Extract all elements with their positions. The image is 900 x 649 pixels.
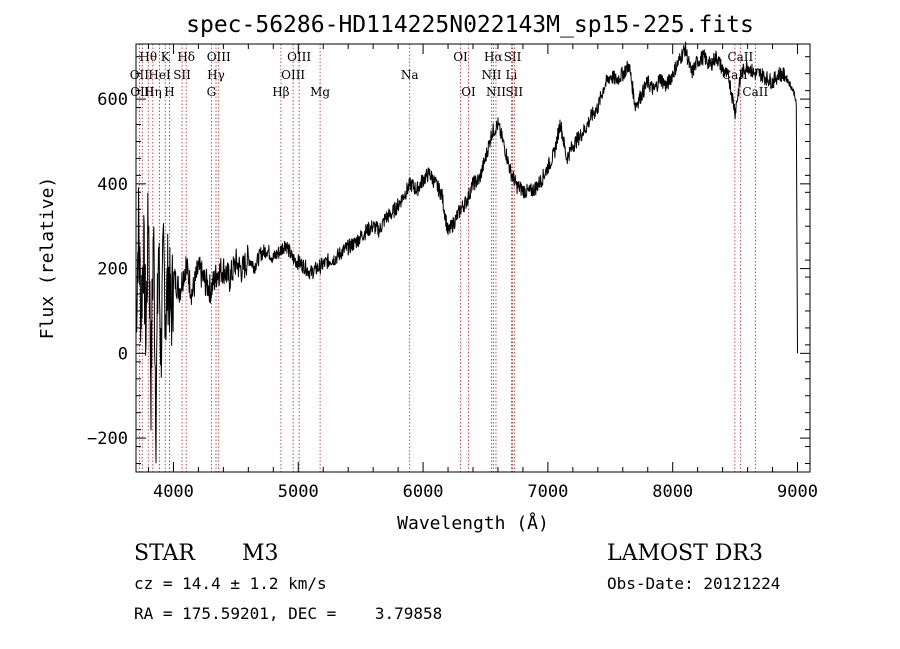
object-subclass: M3 xyxy=(242,541,279,566)
redshift-readout: cz = 14.4 ± 1.2 km/s xyxy=(134,574,327,593)
line-marker-label-24: SII xyxy=(505,85,523,99)
line-marker-label-5: HeI xyxy=(148,68,171,82)
line-marker-label-0: Hθ xyxy=(139,50,157,64)
line-marker-label-15: Mg xyxy=(310,85,330,99)
line-marker-label-25: CaII xyxy=(727,50,753,64)
axes: 4000 5000 6000 7000 8000 9000 −200 0 200 400 600 xyxy=(87,44,818,502)
object-class: STAR xyxy=(134,541,196,566)
line-marker-label-17: OI xyxy=(453,50,468,64)
x-tick-label-3: 7000 xyxy=(527,482,568,502)
line-marker-label-14: Hβ xyxy=(272,85,289,99)
obs-date: Obs-Date: 20121224 xyxy=(607,574,780,593)
plot-frame xyxy=(135,43,811,473)
x-tick-label-1: 5000 xyxy=(278,482,319,502)
line-marker-label-16: Na xyxy=(401,68,419,82)
x-tick-label-2: 6000 xyxy=(403,482,444,502)
line-marker-label-20: NII xyxy=(481,68,501,82)
x-axis-label: Wavelength (Å) xyxy=(397,512,549,534)
line-marker-label-4: K xyxy=(161,50,171,64)
x-tick-label-4: 8000 xyxy=(652,482,693,502)
series-line-spectrum xyxy=(135,41,798,464)
line-marker-label-9: OIII xyxy=(207,50,231,64)
y-tick-label-1: 0 xyxy=(118,344,128,364)
x-tick-label-0: 4000 xyxy=(153,482,194,502)
line-marker-label-23: Li xyxy=(506,68,518,82)
y-tick-label-4: 600 xyxy=(97,90,128,110)
line-marker-label-18: OI xyxy=(461,85,476,99)
series-layer xyxy=(135,41,798,464)
line-marker-label-10: Hγ xyxy=(207,68,225,82)
line-marker-label-19: Hα xyxy=(484,50,503,64)
line-marker-label-22: SII xyxy=(504,50,522,64)
chart-title: spec-56286-HD114225N022143M_sp15-225.fit… xyxy=(186,12,754,38)
line-marker-label-27: CaII xyxy=(742,85,768,99)
y-axis-label: Flux (relative) xyxy=(37,177,58,340)
line-marker-label-3: Hη xyxy=(144,85,162,99)
line-marker-label-13: OIII xyxy=(281,68,305,82)
line-marker-label-12: OIII xyxy=(287,50,311,64)
line-marker-label-21: NII xyxy=(486,85,506,99)
x-tick-label-5: 9000 xyxy=(777,482,818,502)
line-marker-label-11: G xyxy=(207,85,217,99)
line-marker-label-6: H xyxy=(164,85,174,99)
y-tick-label-2: 200 xyxy=(97,260,128,280)
y-tick-label-3: 400 xyxy=(97,175,128,195)
line-marker-label-1: OII xyxy=(130,68,150,82)
y-tick-label-0: −200 xyxy=(87,429,128,449)
line-marker-label-7: Hδ xyxy=(177,50,195,64)
line-marker-label-8: SII xyxy=(173,68,191,82)
survey-name: LAMOST DR3 xyxy=(607,541,763,566)
coordinates: RA = 175.59201, DEC = 3.79858 xyxy=(134,604,442,623)
